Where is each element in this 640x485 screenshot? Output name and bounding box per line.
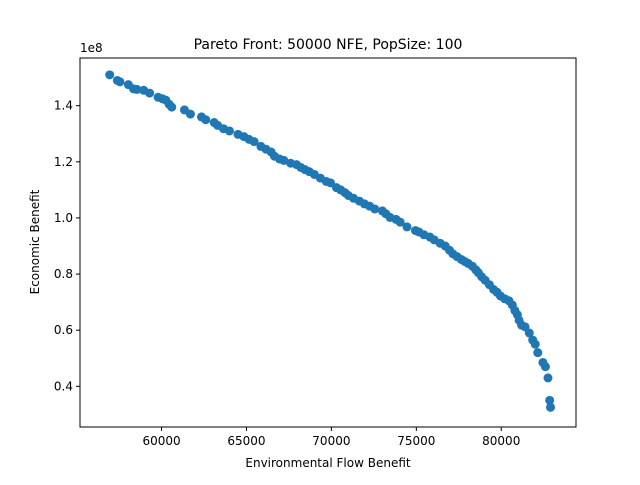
y-tick-label: 0.4 [54, 379, 73, 393]
data-point [279, 155, 289, 165]
data-point [524, 328, 534, 338]
data-point [540, 362, 550, 372]
x-tick-label: 60000 [142, 434, 180, 448]
data-point [132, 84, 142, 94]
plot-area [80, 58, 576, 427]
y-tick-label: 0.8 [54, 267, 73, 281]
data-points [105, 70, 556, 412]
data-point [201, 115, 211, 125]
plot-frame [79, 57, 577, 428]
data-point [402, 222, 412, 232]
data-point [533, 348, 543, 358]
data-point [543, 373, 553, 383]
chart-title: Pareto Front: 50000 NFE, PopSize: 100 [194, 37, 463, 53]
data-point [530, 339, 540, 349]
y-axis-scale-label: 1e8 [80, 41, 103, 55]
y-axis-ticks: 0.4 0.6 0.8 1.0 1.2 1.4 [54, 99, 80, 393]
data-point [249, 137, 259, 147]
y-tick-label: 0.6 [54, 323, 73, 337]
data-point [395, 217, 405, 227]
x-tick-label: 75000 [397, 434, 435, 448]
data-point [167, 102, 177, 112]
data-point [145, 88, 155, 98]
x-axis-label: Environmental Flow Benefit [245, 456, 410, 470]
x-tick-label: 70000 [312, 434, 350, 448]
y-tick-label: 1.0 [54, 211, 73, 225]
y-tick-label: 1.4 [54, 99, 73, 113]
data-point [545, 395, 555, 405]
data-point [105, 70, 115, 80]
y-tick-label: 1.2 [54, 155, 73, 169]
x-tick-label: 65000 [227, 434, 265, 448]
data-point [224, 126, 234, 136]
data-point [370, 204, 380, 214]
x-axis-ticks: 60000 65000 70000 75000 80000 [142, 427, 520, 448]
y-axis-label: Economic Benefit [28, 189, 42, 294]
x-tick-label: 80000 [482, 434, 520, 448]
data-point [115, 77, 125, 87]
data-point [546, 402, 556, 412]
data-point [185, 109, 195, 119]
